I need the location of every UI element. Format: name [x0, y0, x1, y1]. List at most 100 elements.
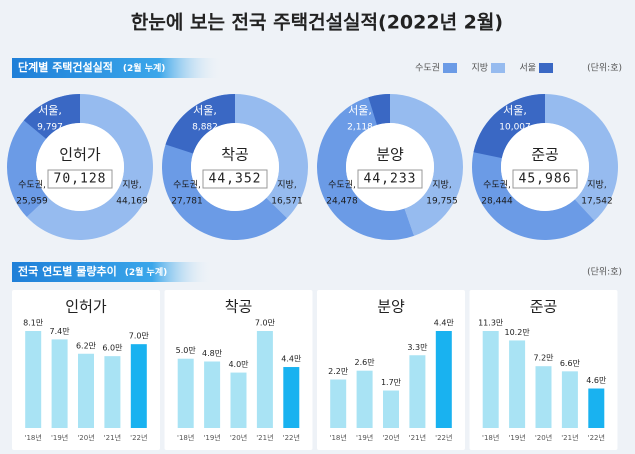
bar: [204, 361, 221, 428]
donut-title: 인허가: [59, 146, 101, 164]
bar-label: 7.0만: [255, 319, 276, 328]
segment-name: 수도권,: [483, 179, 511, 191]
bar: [130, 344, 147, 428]
panel: [317, 290, 465, 450]
section-tab: [12, 262, 212, 282]
section-title: 전국 연도별 물량추이 (2월 누계): [18, 264, 167, 278]
donut-total: 44,352: [209, 172, 262, 187]
donut-segment: [316, 94, 415, 240]
section-note: (2월 누계): [125, 266, 167, 278]
x-tick-label: '22년: [588, 433, 605, 442]
bar-label: 7.2만: [533, 354, 554, 363]
legend-swatch: [443, 63, 457, 73]
donut-segment: [235, 94, 308, 219]
segment-name: 수도권,: [18, 179, 46, 191]
donut-title: 분양: [376, 146, 404, 164]
total-box: [47, 169, 113, 189]
bar: [482, 331, 499, 428]
segment-value: 27,781: [171, 197, 203, 207]
section-title: 단계별 주택건설실적 (2월 누계): [18, 60, 165, 74]
segment-value: 28,444: [481, 197, 513, 207]
x-tick-label: '22년: [435, 433, 452, 442]
bar-label: 8.1만: [23, 319, 44, 328]
segment-name: 서울,: [38, 104, 62, 117]
bar: [509, 340, 526, 428]
segment-value: 10,007: [499, 123, 531, 133]
bar-label: 4.0만: [228, 360, 249, 369]
legend-label: 수도권: [415, 62, 440, 74]
segment-value: 2,118: [347, 123, 373, 133]
segment-name: 지방,: [432, 180, 451, 191]
segment-value: 44,169: [116, 197, 148, 207]
segment-name: 지방,: [587, 180, 606, 191]
bar: [435, 331, 452, 428]
bar-label: 7.4만: [50, 327, 71, 336]
donut-segment: [545, 94, 618, 221]
unit-label: (단위:호): [587, 63, 622, 74]
panel-title: 착공: [225, 298, 253, 316]
x-tick-label: '20년: [382, 433, 399, 442]
donut-center: [501, 123, 589, 211]
donut-segment: [23, 94, 80, 139]
bar-label: 3.3만: [407, 343, 428, 352]
bar: [25, 331, 42, 428]
segment-name: 서울,: [193, 104, 217, 117]
donut-total: 45,986: [519, 172, 572, 187]
donut-segment: [390, 94, 463, 236]
donut-center: [36, 123, 124, 211]
bar-label: 6.0만: [102, 344, 123, 353]
donut-total: 44,233: [364, 172, 417, 187]
bar: [588, 388, 605, 428]
legend-swatch: [491, 63, 505, 73]
bar: [104, 356, 121, 428]
x-tick-label: '18년: [177, 433, 194, 442]
donut-segment: [165, 94, 235, 154]
bar-label: 11.3만: [478, 319, 504, 328]
panel: [164, 290, 313, 450]
segment-value: 9,797: [37, 123, 63, 133]
x-tick-label: '19년: [203, 433, 220, 442]
section-tab: [12, 58, 222, 78]
x-tick-label: '19년: [51, 433, 68, 442]
bar-label: 7.0만: [129, 332, 150, 341]
bar-label: 4.6만: [586, 376, 607, 385]
x-tick-label: '18년: [330, 433, 347, 442]
segment-name: 지방,: [277, 180, 296, 191]
bar-label: 4.4만: [281, 355, 302, 364]
x-tick-label: '18년: [482, 433, 499, 442]
bar: [78, 353, 94, 428]
bar: [561, 371, 578, 428]
bar-label: 6.2만: [76, 341, 97, 350]
segment-name: 수도권,: [173, 179, 201, 191]
x-tick-label: '18년: [25, 433, 42, 442]
bar-label: 2.6만: [355, 358, 376, 367]
x-tick-label: '21년: [104, 433, 121, 442]
segment-value: 25,959: [16, 197, 48, 207]
donut-segment: [473, 94, 545, 159]
segment-value: 16,571: [271, 197, 303, 207]
donut-total: 70,128: [54, 172, 107, 187]
segment-value: 19,755: [426, 197, 458, 207]
bar: [256, 331, 273, 428]
segment-value: 17,542: [581, 197, 613, 207]
section-title-text: 단계별 주택건설실적: [18, 60, 113, 74]
x-tick-label: '20년: [230, 433, 247, 442]
bar: [283, 367, 300, 428]
segment-name: 서울,: [348, 104, 372, 117]
bar-label: 5.0만: [176, 346, 197, 355]
donut-title: 준공: [531, 146, 559, 164]
legend-label: 지방: [471, 63, 488, 74]
bar-label: 6.6만: [560, 359, 581, 368]
panel-title: 인허가: [65, 298, 107, 316]
total-box: [202, 169, 268, 189]
bar-label: 4.4만: [434, 319, 455, 328]
total-box: [512, 169, 578, 189]
bar-label: 1.7만: [381, 378, 402, 387]
bar: [177, 358, 194, 428]
x-tick-label: '22년: [130, 433, 147, 442]
bar: [330, 379, 347, 428]
donut-segment: [368, 94, 390, 125]
segment-value: 24,478: [326, 197, 358, 207]
